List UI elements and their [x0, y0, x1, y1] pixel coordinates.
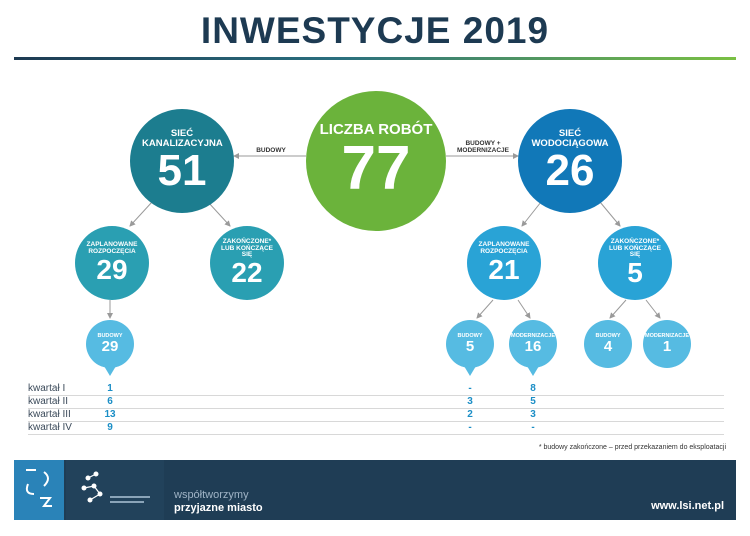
quarter-sewer-value: 13 [104, 409, 116, 420]
quarter-water-mods-value: 8 [530, 383, 536, 394]
table-row: kwartał III 13 2 3 [28, 409, 724, 422]
node-sewer-value: 51 [157, 145, 207, 195]
quarter-water-mods-value: - [531, 422, 535, 433]
node-wpm-value: 16 [524, 338, 542, 356]
page-title: INWESTYCJE 2019 [200, 10, 550, 51]
node-sewer-builds: BUDOWY 29 [86, 320, 134, 368]
node-water-completed-builds: BUDOWY 4 [584, 320, 632, 368]
city-logo-graphic [25, 469, 52, 507]
edge-label-right: BUDOWY + MODERNIZACJE [456, 140, 509, 155]
node-sewer-planned-label: ZAPLANOWANE ROZPOCZĘCIA [86, 241, 138, 255]
node-wcb-value: 4 [603, 338, 613, 356]
node-wpb-label: BUDOWY [457, 332, 483, 339]
quarter-water-mods-value: 3 [530, 409, 536, 420]
node-water-planned: ZAPLANOWANE ROZPOCZĘCIA 21 [467, 226, 541, 300]
quarter-water-builds-value: 3 [467, 396, 473, 407]
quarter-label: kwartał IV [28, 422, 72, 433]
bubble-tail-rp-builds [464, 366, 476, 376]
company-logo-graphic [81, 471, 150, 503]
footnote: * budowy zakończone – przed przekazaniem… [538, 444, 726, 451]
node-wcm-value: 1 [662, 338, 672, 356]
table-row: kwartał II 6 3 5 [28, 396, 724, 409]
node-water-completed-value: 5 [627, 257, 643, 289]
node-water-completed-mods: MODERNIZACJE 1 [643, 320, 691, 368]
quarter-sewer-value: 9 [107, 422, 113, 433]
node-sewer-builds-label: BUDOWY [97, 332, 123, 339]
node-total-works: LICZBA ROBÓT 77 [306, 91, 446, 231]
node-water-completed-label: ZAKOŃCZONE* LUB KOŃCZĄCE SIĘ [609, 237, 661, 259]
quarter-water-builds-value: - [468, 422, 472, 433]
arrow-left-planned [129, 201, 153, 227]
arrow-rc-builds [609, 299, 627, 319]
node-water-label: SIEĆ WODOCIĄGOWA [531, 128, 609, 149]
city-logo-icon [14, 460, 64, 520]
slogan-line1: współtworzymy [174, 489, 249, 501]
slogan-line2: przyjazne miasto [174, 502, 263, 514]
node-wpm-label: MODERNIZACJE [510, 332, 555, 339]
node-water-planned-builds: BUDOWY 5 [446, 320, 494, 368]
arrow-rp-builds [476, 299, 494, 319]
table-row: kwartał IV 9 - - [28, 422, 724, 435]
node-sewer-planned: ZAPLANOWANE ROZPOCZĘCIA 29 [75, 226, 149, 300]
node-water-completed: ZAKOŃCZONE* LUB KOŃCZĄCE SIĘ 5 [598, 226, 672, 300]
node-wpb-value: 5 [465, 338, 475, 356]
node-wcb-label: BUDOWY [595, 332, 621, 339]
bubble-tail-left-builds [104, 366, 116, 376]
node-water-value: 26 [545, 145, 595, 195]
company-logo-icon [66, 460, 164, 520]
arrow-left-completed [207, 201, 231, 227]
bubble-tail-rp-mods [527, 366, 539, 376]
table-row: kwartał I 1 - 8 [28, 383, 724, 396]
node-sewer-builds-value: 29 [101, 338, 119, 356]
node-water-network: SIEĆ WODOCIĄGOWA 26 [518, 109, 622, 213]
quarter-label: kwartał I [28, 383, 66, 394]
quarter-water-builds-value: - [468, 383, 472, 394]
quarter-water-builds-value: 2 [467, 409, 473, 420]
node-sewer-planned-value: 29 [96, 253, 128, 285]
edge-label-left: BUDOWY [256, 147, 286, 154]
node-water-planned-mods: MODERNIZACJE 16 [509, 320, 557, 368]
node-sewer-label: SIEĆ KANALIZACYJNA [142, 128, 223, 149]
quarter-sewer-value: 1 [107, 383, 113, 394]
node-wcm-label: MODERNIZACJE [644, 332, 689, 339]
node-sewer-completed-label: ZAKOŃCZONE* LUB KOŃCZĄCE SIĘ [221, 237, 273, 259]
quarters-table: kwartał I 1 - 8 kwartał II 6 3 5 kwartał… [28, 383, 724, 435]
arrow-rp-mods [517, 299, 531, 319]
quarter-label: kwartał II [28, 396, 69, 407]
arrow-right-planned [521, 201, 542, 227]
title-divider [14, 57, 736, 60]
footer-banner: współtworzymy przyjazne miasto www.lsi.n… [14, 460, 736, 520]
quarter-sewer-value: 6 [107, 396, 113, 407]
node-sewer-completed-value: 22 [231, 257, 263, 289]
node-water-planned-value: 21 [488, 253, 520, 285]
node-water-planned-label: ZAPLANOWANE ROZPOCZĘCIA [478, 241, 530, 255]
quarter-water-mods-value: 5 [530, 396, 536, 407]
node-sewer-completed: ZAKOŃCZONE* LUB KOŃCZĄCE SIĘ 22 [210, 226, 284, 300]
arrow-rc-mods [645, 299, 661, 319]
node-total-value: 77 [341, 133, 411, 203]
node-total-label: LICZBA ROBÓT [319, 121, 433, 139]
arrow-right-completed [599, 201, 621, 227]
node-sewer-network: SIEĆ KANALIZACYJNA 51 [130, 109, 234, 213]
website-link[interactable]: www.lsi.net.pl [651, 500, 724, 512]
quarter-label: kwartał III [28, 409, 71, 420]
